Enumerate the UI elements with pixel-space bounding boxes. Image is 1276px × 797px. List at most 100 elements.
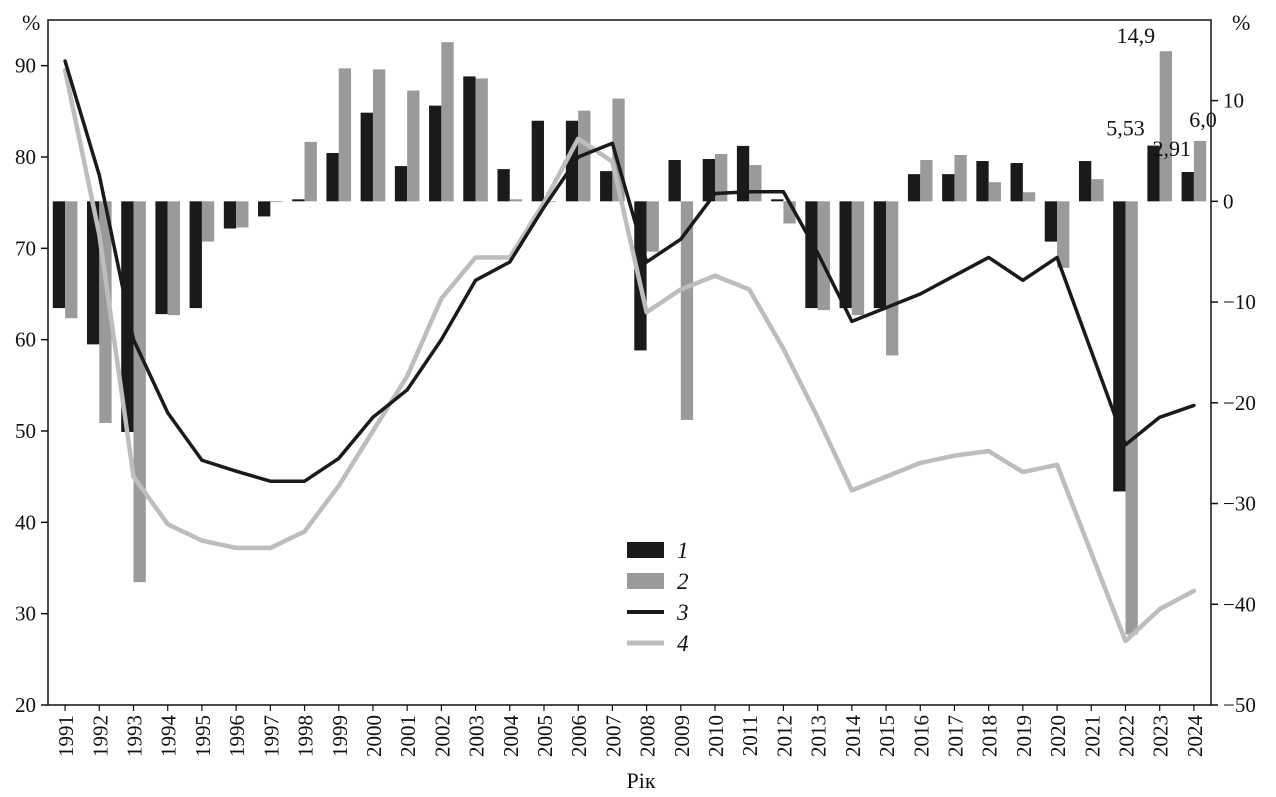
bar-series1-2013 xyxy=(805,201,818,309)
bar-series1-1992 xyxy=(86,201,100,345)
x-tick-label: 1995 xyxy=(191,715,215,757)
x-tick-label: 1994 xyxy=(157,715,181,758)
x-tick-label: 1998 xyxy=(294,715,318,757)
x-tick-label: 2013 xyxy=(807,715,831,757)
right-tick-label: −30 xyxy=(1223,492,1256,516)
bar-series2-1994 xyxy=(167,201,181,316)
bar-series1-2002 xyxy=(429,105,442,202)
x-tick-label: 1992 xyxy=(88,715,112,757)
bar-series1-1996 xyxy=(223,201,237,229)
data-label-series1-2023: 5,53 xyxy=(1106,116,1145,141)
x-tick-label: 1993 xyxy=(123,715,147,757)
x-tick-label: 2010 xyxy=(704,715,728,757)
bar-series1-2009 xyxy=(668,160,681,202)
x-tick-label: 2023 xyxy=(1149,715,1173,757)
bar-series2-2023 xyxy=(1159,51,1172,202)
bar-series1-2005 xyxy=(531,120,544,202)
bar-series1-1991 xyxy=(52,201,66,309)
x-tick-label: 2009 xyxy=(670,715,694,757)
legend-label-2: 2 xyxy=(677,569,689,594)
bar-series1-2019 xyxy=(1010,163,1023,202)
x-tick-label: 2017 xyxy=(943,715,967,757)
x-tick-label: 2003 xyxy=(465,715,489,757)
bar-series1-2022 xyxy=(1113,201,1126,492)
bar-series2-2008 xyxy=(646,201,659,252)
right-tick-label: 10 xyxy=(1223,89,1244,113)
bar-series1-1997 xyxy=(258,201,271,217)
data-label-series2-2024: 6,0 xyxy=(1189,107,1217,132)
data-label-series1-2024: 2,91 xyxy=(1152,136,1191,161)
x-tick-label: 1997 xyxy=(259,715,283,757)
bar-series2-2016 xyxy=(920,160,933,202)
bar-series1-2004 xyxy=(497,169,510,202)
x-tick-label: 2022 xyxy=(1114,715,1138,757)
x-tick-label: 2020 xyxy=(1046,715,1070,757)
bar-series2-1999 xyxy=(338,68,352,202)
bar-series1-2015 xyxy=(873,201,887,309)
x-tick-label: 2012 xyxy=(772,715,796,757)
x-axis-title: Рік xyxy=(626,768,655,793)
axes: 20 30 40 50 60 70 80 90 −50 −40 −30 −20 −10 0 10 1991 19… xyxy=(15,54,1256,757)
x-tick-label: 2005 xyxy=(533,715,557,757)
bar-series1-1994 xyxy=(155,201,168,315)
bar-series1-1999 xyxy=(326,152,339,202)
bar-series2-2011 xyxy=(749,165,762,202)
bar-series2-2019 xyxy=(1022,192,1036,202)
bar-series2-1993 xyxy=(133,201,146,583)
right-tick-label: −40 xyxy=(1223,592,1256,616)
bar-series1-2010 xyxy=(702,159,716,202)
bar-series2-2001 xyxy=(407,90,420,202)
x-tick-label: 2018 xyxy=(978,715,1002,757)
data-labels: 14,9 5,53 2,91 6,0 xyxy=(1106,23,1217,161)
right-tick-label: −50 xyxy=(1223,693,1256,717)
right-tick-label: −20 xyxy=(1223,391,1256,415)
bar-series2-1997 xyxy=(270,201,283,203)
x-tick-label: 2004 xyxy=(499,715,523,758)
x-tick-label: 2011 xyxy=(738,715,762,756)
x-tick-label: 2006 xyxy=(567,715,591,757)
bar-series1-2018 xyxy=(976,161,989,202)
bar-series2-2002 xyxy=(441,42,454,202)
bar-series2-2021 xyxy=(1091,179,1104,202)
left-tick-label: 20 xyxy=(15,693,36,717)
bar-series1-2020 xyxy=(1044,201,1058,242)
x-tick-label: 1996 xyxy=(225,715,249,757)
legend-label-4: 4 xyxy=(677,631,689,656)
x-tick-label: 2014 xyxy=(841,715,865,758)
left-tick-label: 90 xyxy=(15,54,36,78)
bar-series2-1996 xyxy=(236,201,249,228)
right-tick-label: −10 xyxy=(1223,290,1256,314)
line-series xyxy=(62,59,1197,644)
x-tick-label: 2001 xyxy=(396,715,420,757)
plot-border xyxy=(47,19,1212,706)
x-tick-label: 2015 xyxy=(875,715,899,757)
bar-series1-1998 xyxy=(292,199,305,202)
bar-series2-2020 xyxy=(1057,201,1070,268)
line-series-4 xyxy=(62,67,1197,644)
bar-series2-2022 xyxy=(1125,201,1138,635)
x-tick-label: 2000 xyxy=(362,715,386,757)
bar-series2-2005 xyxy=(543,201,557,203)
bar-series2-2024 xyxy=(1193,140,1207,202)
bar-series2-2004 xyxy=(509,199,523,202)
bar-series1-2024 xyxy=(1181,172,1194,202)
x-tick-label: 2008 xyxy=(636,715,660,757)
bar-series2-1998 xyxy=(304,141,317,202)
bar-series2-2013 xyxy=(817,201,830,311)
legend: 1 2 3 4 xyxy=(627,538,689,656)
bar-series2-2000 xyxy=(372,69,386,202)
bar-series1-2001 xyxy=(394,166,408,202)
left-tick-label: 30 xyxy=(15,602,36,626)
x-tick-label: 2019 xyxy=(1012,715,1036,757)
bar-series1-2000 xyxy=(360,112,373,202)
left-tick-label: 60 xyxy=(15,328,36,352)
bar-series1-2003 xyxy=(463,76,476,202)
bar-series1-2011 xyxy=(736,145,750,202)
bar-series2-2009 xyxy=(680,201,694,420)
x-tick-label: 2024 xyxy=(1183,715,1207,758)
bar-series1-2023 xyxy=(1147,145,1160,202)
right-tick-label: 0 xyxy=(1223,189,1234,213)
x-tick-label: 2007 xyxy=(601,715,625,757)
x-tick-label: 1991 xyxy=(54,715,78,757)
